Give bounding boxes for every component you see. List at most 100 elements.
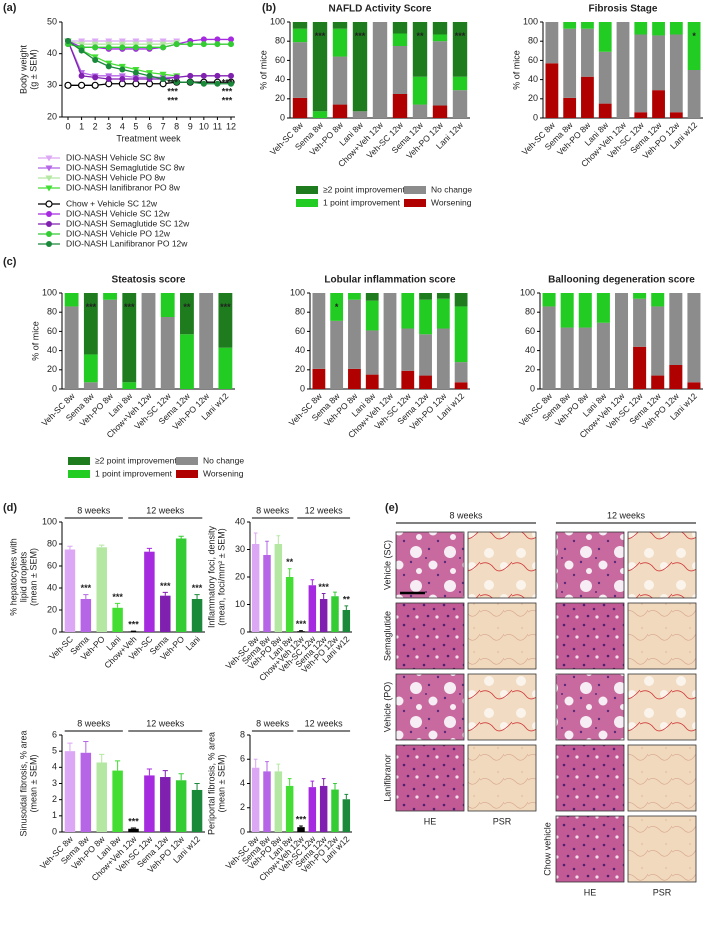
marker [214, 80, 221, 87]
group-label: 8 weeks [449, 510, 483, 520]
error-bar [194, 594, 200, 599]
error-bar [253, 532, 258, 544]
bar-segment [332, 56, 348, 105]
y-tick-label: 60 [47, 326, 57, 336]
y-tick-label: 50 [47, 16, 57, 26]
y-tick-label: 2 [240, 802, 245, 812]
histology-image [627, 602, 697, 670]
bar-segment [419, 334, 432, 376]
row-label: Semaglutide [382, 611, 392, 661]
bar [308, 787, 317, 832]
bar [64, 751, 76, 832]
bar-segment [687, 70, 701, 118]
marker [159, 71, 167, 78]
bar-segment [122, 382, 137, 389]
bar-segment [83, 354, 98, 383]
error-bar [67, 742, 73, 752]
bar-segment [578, 327, 592, 389]
error-bar [83, 594, 89, 599]
marker [105, 38, 113, 45]
bar-segment [218, 347, 233, 389]
bar-segment [614, 293, 629, 389]
bar-segment [332, 28, 348, 57]
bar [342, 799, 351, 832]
bar [297, 631, 305, 632]
y-tick-label: 60 [47, 560, 57, 570]
row-label: Vehicle (SC) [382, 540, 392, 590]
bar [80, 752, 92, 832]
y-tick-label: 80 [47, 307, 57, 317]
error-bar [276, 535, 281, 544]
bar-segment [542, 293, 556, 307]
chart-title: Lobular inflammation score [324, 275, 456, 286]
legend-label: DIO-NASH Semaglutide SC 12w [66, 218, 190, 228]
marker [228, 72, 234, 79]
bar-segment [365, 374, 379, 389]
bar-segment [634, 34, 648, 113]
bar-segment [652, 90, 665, 118]
group-label: 12 weeks [607, 510, 646, 520]
bar [274, 544, 283, 632]
bar-segment [365, 293, 379, 301]
legend-marker [45, 200, 53, 208]
bar-segment [454, 306, 468, 363]
error-bar [146, 768, 153, 776]
y-tick-label: 20 [275, 93, 285, 103]
bar-segment [103, 299, 117, 389]
significance-label: *** [222, 86, 233, 96]
bar-segment [352, 22, 368, 112]
marker [214, 41, 221, 48]
y-tick-label: 40 [275, 74, 285, 84]
marker [200, 36, 207, 43]
marker [105, 63, 112, 70]
bar-segment [581, 76, 594, 118]
marker [200, 80, 207, 87]
y-tick-label: 0 [280, 112, 285, 122]
bar [175, 538, 187, 632]
y-tick-label: 20 [47, 604, 57, 614]
bar-segment [633, 293, 647, 299]
marker [173, 79, 180, 86]
histology-image [555, 744, 625, 812]
bar-segment [560, 293, 574, 328]
bar [128, 631, 139, 632]
y-tick-label: 6 [240, 754, 245, 764]
x-tick-label: 6 [147, 121, 152, 131]
marker [132, 69, 139, 76]
y-tick-label: 60 [295, 326, 305, 336]
bar-segment [560, 327, 574, 389]
marker [119, 66, 126, 73]
y-tick-label: 30 [235, 544, 245, 554]
bar-segment [332, 104, 348, 118]
legend-label: ≥2 point improvement [95, 455, 177, 465]
bar-segment [545, 22, 559, 64]
bar-segment [330, 293, 344, 321]
error-bar [253, 758, 258, 768]
y-tick-label: 80 [47, 538, 57, 548]
bar [112, 770, 123, 832]
error-bar [344, 793, 349, 800]
y-tick-label: 20 [528, 93, 538, 103]
x-tick-label: Lani [184, 634, 203, 653]
x-tick-label: 2 [93, 121, 98, 131]
legend-label: 1 point improvement [95, 468, 173, 478]
legend-marker [45, 175, 53, 182]
chart-title: Fibrosis Stage [589, 4, 658, 15]
bar-segment [563, 22, 577, 29]
histology-image [395, 744, 465, 812]
significance-label: *** [128, 816, 139, 826]
y-axis-label: Periportal fibrosis, % area [206, 732, 216, 835]
bar [331, 789, 339, 832]
error-bar [287, 568, 292, 577]
error-bar [276, 763, 281, 772]
marker [146, 38, 153, 45]
y-tick-label: 20 [47, 111, 57, 121]
bar-segment [352, 111, 368, 118]
y-tick-label: 100 [290, 287, 305, 297]
bar-segment [160, 317, 175, 389]
marker [173, 74, 180, 81]
y-tick-label: 60 [528, 55, 538, 65]
legend-swatch [68, 457, 90, 465]
row-label: Vehicle (PO) [382, 682, 392, 733]
bar-segment [292, 97, 308, 118]
